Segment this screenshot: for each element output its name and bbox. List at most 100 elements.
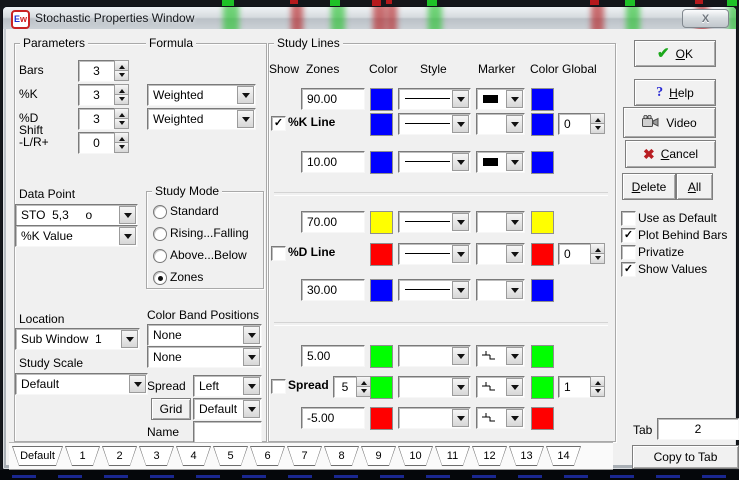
dropdown-arrow-icon[interactable]: [506, 153, 523, 171]
param-spin-bars[interactable]: [114, 60, 129, 81]
zone-input-row3[interactable]: 70.00: [301, 211, 365, 233]
dropdown-arrow-icon[interactable]: [452, 115, 469, 133]
style-select-row7[interactable]: [398, 376, 471, 398]
option-checkbox-privatize[interactable]: [621, 245, 636, 260]
param-spin-percent-d[interactable]: [114, 108, 129, 129]
param-spin-shift[interactable]: [114, 132, 129, 153]
footer-tab-13[interactable]: 13: [509, 446, 544, 466]
color-swatch-1-row4[interactable]: [370, 243, 393, 266]
global-input-row7[interactable]: 1: [558, 376, 591, 398]
color-swatch-1-row3[interactable]: [370, 211, 393, 234]
close-button[interactable]: X: [682, 9, 729, 28]
dropdown-arrow-icon[interactable]: [506, 213, 523, 231]
data-point-select-1[interactable]: STO 5,3 o: [15, 204, 138, 226]
dropdown-arrow-icon[interactable]: [452, 213, 469, 231]
data-point-select-2[interactable]: %K Value: [15, 225, 138, 247]
global-spin-row4[interactable]: [590, 243, 605, 264]
param-spin-percent-k[interactable]: [114, 84, 129, 105]
marker-select-row0[interactable]: [476, 88, 525, 110]
spin-down-button[interactable]: [356, 386, 371, 397]
footer-tab-14[interactable]: 14: [546, 446, 581, 466]
zone-input-row5[interactable]: 30.00: [301, 279, 365, 301]
marker-select-row1[interactable]: [476, 113, 525, 135]
zone-input-row6[interactable]: 5.00: [301, 345, 365, 367]
dropdown-arrow-icon[interactable]: [452, 281, 469, 299]
color-swatch-1-row1[interactable]: [370, 113, 393, 136]
option-checkbox-plot-behind-bars[interactable]: ✓: [621, 228, 636, 243]
color-swatch-2-row7[interactable]: [531, 376, 554, 399]
video-button[interactable]: Video: [623, 107, 716, 138]
spin-down-button[interactable]: [590, 253, 605, 264]
color-swatch-1-row6[interactable]: [370, 345, 393, 368]
dropdown-arrow-icon[interactable]: [452, 378, 469, 396]
copy-to-tab-button[interactable]: Copy to Tab: [632, 445, 739, 469]
footer-tab-5[interactable]: 5: [213, 446, 248, 466]
global-input-row4[interactable]: 0: [558, 243, 591, 265]
marker-select-row3[interactable]: [476, 211, 525, 233]
cancel-button[interactable]: ✖ Cancel: [625, 140, 716, 168]
global-spin-row1[interactable]: [590, 113, 605, 134]
radio-zones[interactable]: [153, 271, 167, 285]
dropdown-arrow-icon[interactable]: [506, 347, 523, 365]
marker-select-row6[interactable]: [476, 345, 525, 367]
location-select[interactable]: Sub Window 1: [15, 328, 140, 350]
footer-tab-9[interactable]: 9: [361, 446, 396, 466]
zone-input-row0[interactable]: 90.00: [301, 88, 365, 110]
radio-above-below[interactable]: [153, 249, 167, 263]
style-select-row2[interactable]: [398, 151, 471, 173]
dropdown-arrow-icon[interactable]: [506, 90, 523, 108]
spin-down-button[interactable]: [114, 142, 129, 153]
footer-tab-12[interactable]: 12: [472, 446, 507, 466]
color-swatch-2-row3[interactable]: [531, 211, 554, 234]
option-checkbox-use-as-default[interactable]: [621, 211, 636, 226]
param-input-bars[interactable]: 3: [78, 60, 115, 82]
marker-select-row8[interactable]: [476, 407, 525, 429]
option-checkbox-show-values[interactable]: ✓: [621, 262, 636, 277]
spin-down-button[interactable]: [114, 94, 129, 105]
ok-button[interactable]: ✔ OK: [634, 40, 716, 67]
dropdown-arrow-icon[interactable]: [506, 115, 523, 133]
style-select-row3[interactable]: [398, 211, 471, 233]
spin-down-button[interactable]: [590, 386, 605, 397]
style-select-row4[interactable]: [398, 243, 471, 265]
marker-select-row7[interactable]: [476, 376, 525, 398]
all-button[interactable]: All: [676, 173, 713, 200]
marker-select-row5[interactable]: [476, 279, 525, 301]
zone-input-row8[interactable]: -5.00: [301, 407, 365, 429]
formula-select-2[interactable]: Weighted: [147, 108, 256, 130]
dropdown-arrow-icon[interactable]: [119, 206, 136, 224]
color-swatch-1-row0[interactable]: [370, 88, 393, 111]
footer-tab-4[interactable]: 4: [176, 446, 211, 466]
spin-down-button[interactable]: [114, 70, 129, 81]
study-scale-select[interactable]: Default: [15, 373, 148, 395]
color-swatch-1-row2[interactable]: [370, 151, 393, 174]
style-select-row5[interactable]: [398, 279, 471, 301]
dropdown-arrow-icon[interactable]: [237, 110, 254, 128]
grid-button[interactable]: Grid: [151, 398, 191, 420]
global-input-row1[interactable]: 0: [558, 113, 591, 135]
dropdown-arrow-icon[interactable]: [129, 375, 146, 393]
color-swatch-1-row7[interactable]: [370, 376, 393, 399]
grid-style-select[interactable]: Default: [193, 398, 262, 420]
color-swatch-2-row8[interactable]: [531, 407, 554, 430]
footer-tab-7[interactable]: 7: [287, 446, 322, 466]
dropdown-arrow-icon[interactable]: [243, 377, 260, 395]
show-checkbox-row1[interactable]: ✓: [271, 116, 286, 131]
color-swatch-2-row0[interactable]: [531, 88, 554, 111]
color-swatch-2-row1[interactable]: [531, 113, 554, 136]
dropdown-arrow-icon[interactable]: [506, 245, 523, 263]
title-bar[interactable]: Ew Stochastic Properties Window X: [3, 7, 736, 29]
style-select-row6[interactable]: [398, 345, 471, 367]
color-swatch-2-row4[interactable]: [531, 243, 554, 266]
style-select-row1[interactable]: [398, 113, 471, 135]
footer-tab-3[interactable]: 3: [139, 446, 174, 466]
footer-tab-1[interactable]: 1: [65, 446, 100, 466]
show-checkbox-row7[interactable]: [271, 379, 286, 394]
dropdown-arrow-icon[interactable]: [237, 86, 254, 104]
color-swatch-2-row2[interactable]: [531, 151, 554, 174]
param-input-percent-k[interactable]: 3: [78, 84, 115, 106]
marker-select-row2[interactable]: [476, 151, 525, 173]
style-select-row8[interactable]: [398, 407, 471, 429]
dropdown-arrow-icon[interactable]: [506, 281, 523, 299]
style-select-row0[interactable]: [398, 88, 471, 110]
